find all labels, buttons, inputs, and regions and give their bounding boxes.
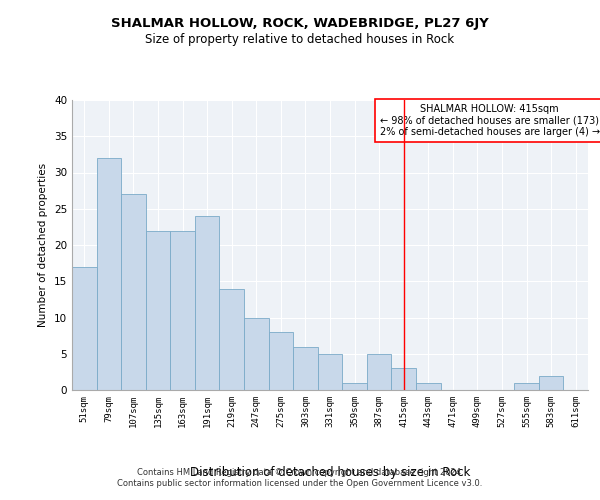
Bar [342, 383, 367, 390]
Bar [269, 332, 293, 390]
Text: SHALMAR HOLLOW: 415sqm
← 98% of detached houses are smaller (173)
2% of semi-det: SHALMAR HOLLOW: 415sqm ← 98% of detached… [380, 104, 600, 137]
Text: Contains HM Land Registry data © Crown copyright and database right 2024.
Contai: Contains HM Land Registry data © Crown c… [118, 468, 482, 487]
Bar [220, 288, 244, 390]
Bar [97, 158, 121, 390]
Bar [121, 194, 146, 390]
Bar [293, 346, 318, 390]
Text: Size of property relative to detached houses in Rock: Size of property relative to detached ho… [145, 32, 455, 46]
Bar [416, 383, 440, 390]
X-axis label: Distribution of detached houses by size in Rock: Distribution of detached houses by size … [190, 466, 470, 479]
Bar [244, 318, 269, 390]
Bar [170, 230, 195, 390]
Text: SHALMAR HOLLOW, ROCK, WADEBRIDGE, PL27 6JY: SHALMAR HOLLOW, ROCK, WADEBRIDGE, PL27 6… [111, 18, 489, 30]
Bar [318, 354, 342, 390]
Bar [195, 216, 220, 390]
Bar [391, 368, 416, 390]
Bar [514, 383, 539, 390]
Bar [367, 354, 391, 390]
Bar [146, 230, 170, 390]
Bar [539, 376, 563, 390]
Bar [72, 267, 97, 390]
Y-axis label: Number of detached properties: Number of detached properties [38, 163, 49, 327]
